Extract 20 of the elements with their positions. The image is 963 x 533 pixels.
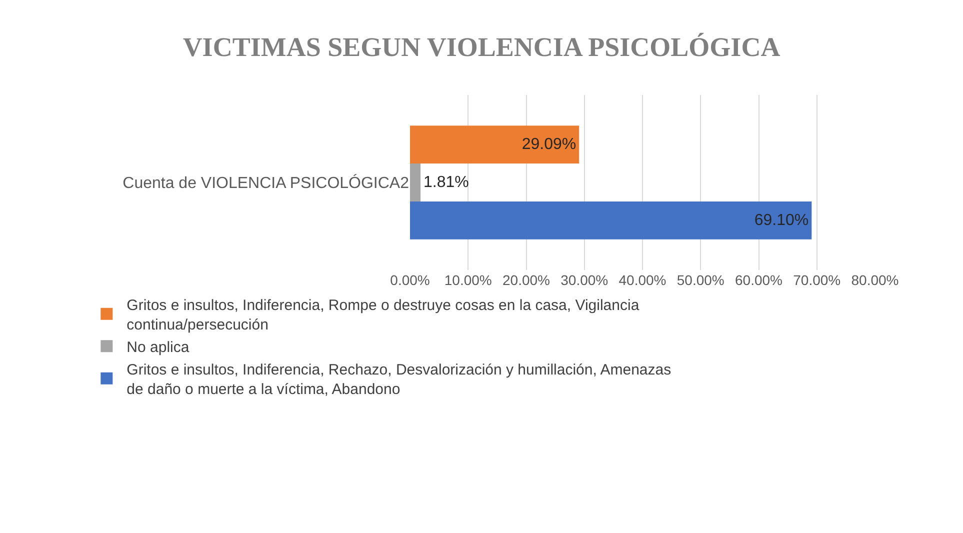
- bar: [410, 201, 812, 240]
- x-tick-label: 60.00%: [735, 272, 782, 288]
- x-tick-label: 0.00%: [390, 272, 430, 288]
- y-tick-label: Cuenta de VIOLENCIA PSICOLÓGICA2: [122, 174, 410, 192]
- x-tick-label: 50.00%: [676, 272, 724, 288]
- legend-label: Gritos e insultos, Indiferencia, Rompe o destruye cosas en la casa, Vigilancia continua/persecución: [126, 296, 640, 334]
- x-tick-label: 30.00%: [560, 272, 608, 288]
- x-tick-label: 20.00%: [502, 272, 550, 288]
- legend-label: Gritos e insultos, Indiferencia, Rechazo, Desvalorización y humillación, Amenazas de daño o muerte a la víctima, Abandono: [126, 361, 672, 398]
- data-label: 1.81%: [424, 174, 469, 191]
- x-tick-label: 80.00%: [851, 272, 899, 288]
- data-label: 29.09%: [522, 136, 576, 154]
- bar: [410, 164, 421, 202]
- chart-title: VICTIMAS SEGUN VIOLENCIA PSICOLÓGICA: [182, 32, 781, 62]
- bar: [410, 126, 580, 164]
- x-tick-label: 70.00%: [793, 272, 841, 288]
- x-tick-label: 40.00%: [618, 272, 666, 288]
- data-label: 69.10%: [754, 212, 809, 229]
- x-tick-label: 10.00%: [444, 272, 492, 288]
- legend-label: No aplica: [126, 338, 190, 356]
